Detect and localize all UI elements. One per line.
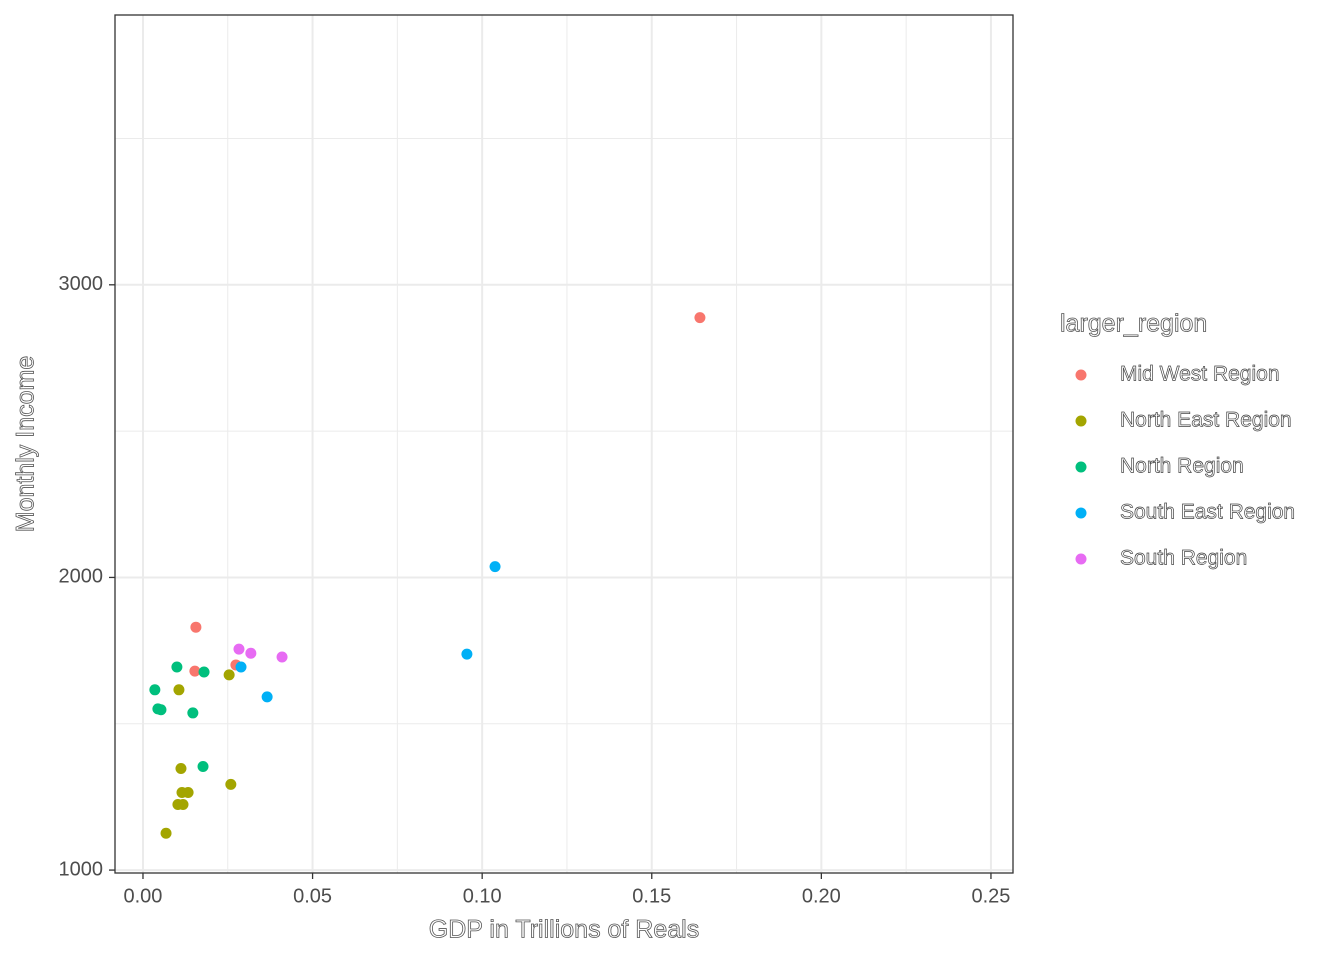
- x-tick-label: 0.10: [463, 885, 502, 907]
- point: [160, 827, 172, 839]
- point: [182, 787, 194, 799]
- point: [149, 684, 161, 696]
- point: [171, 661, 183, 673]
- points: [149, 312, 706, 839]
- point: [225, 778, 237, 790]
- legend-label: North East Region: [1120, 409, 1292, 432]
- legend-key: [1075, 553, 1087, 565]
- point: [190, 621, 202, 633]
- point: [261, 691, 273, 703]
- point: [235, 661, 247, 673]
- point: [175, 763, 187, 775]
- point: [189, 665, 201, 677]
- x-tick-label: 0.00: [124, 885, 163, 907]
- legend-label: Mid West Region: [1120, 363, 1280, 386]
- y-tick-label: 1000: [59, 858, 104, 880]
- legend-label: South Region: [1120, 547, 1247, 570]
- point: [198, 666, 210, 678]
- point: [187, 707, 199, 719]
- legend-label: South East Region: [1120, 501, 1295, 524]
- legend-key: [1075, 415, 1087, 427]
- y-tick-label: 2000: [59, 566, 104, 588]
- point: [245, 647, 257, 659]
- y-tick-label: 3000: [59, 273, 104, 295]
- x-tick-label: 0.05: [293, 885, 332, 907]
- legend-label: North Region: [1120, 455, 1244, 478]
- x-tick-label: 0.20: [802, 885, 841, 907]
- x-tick-label: 0.15: [632, 885, 671, 907]
- point: [461, 648, 473, 660]
- x-tick-label: 0.25: [971, 885, 1010, 907]
- point: [233, 643, 245, 655]
- legend-key: [1075, 369, 1087, 381]
- legend-key: [1075, 461, 1087, 473]
- x-axis-label: GDP in Trillions of Reals: [429, 916, 699, 944]
- point: [155, 704, 167, 716]
- point: [276, 651, 288, 663]
- point: [197, 760, 209, 772]
- grid: [115, 15, 1013, 873]
- legend-key: [1075, 507, 1087, 519]
- point: [177, 799, 189, 811]
- panel: [115, 15, 1013, 873]
- y-axis-label: Monthly Income: [12, 356, 40, 532]
- panel-border: [114, 14, 1014, 874]
- legend-title: larger_region: [1060, 310, 1207, 338]
- point: [223, 669, 235, 681]
- point: [489, 561, 501, 573]
- point: [694, 312, 706, 324]
- point: [173, 684, 185, 696]
